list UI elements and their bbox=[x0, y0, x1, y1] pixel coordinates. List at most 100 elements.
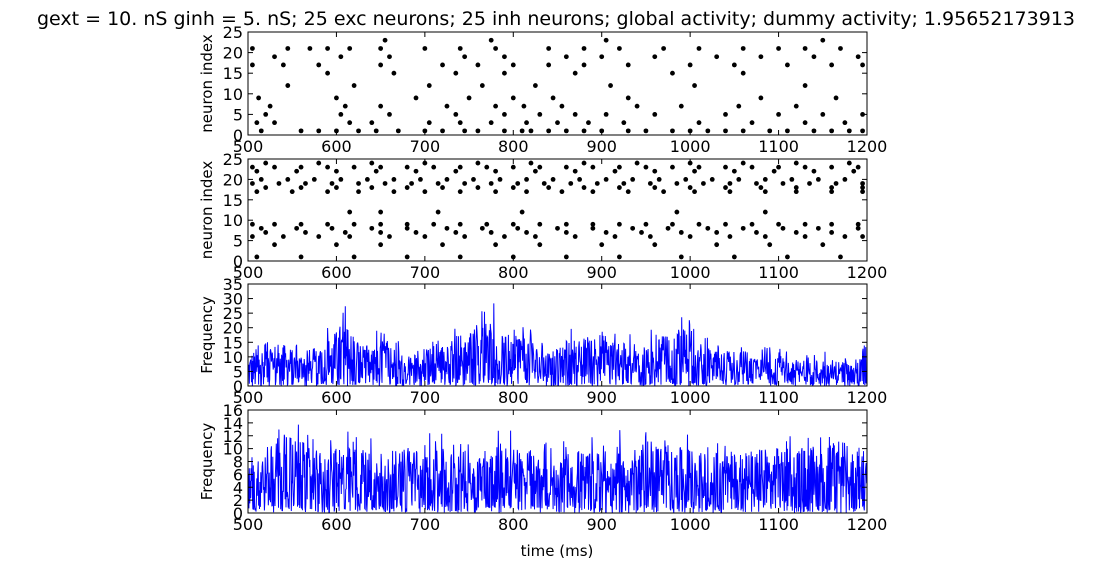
inhibitory-raster-spike-n6-14 bbox=[762, 234, 768, 239]
inhibitory-raster-ytick-label-4: 20 bbox=[223, 170, 243, 189]
inhibitory-raster-spike-n17-7 bbox=[493, 189, 498, 195]
global-activity-marks bbox=[248, 303, 867, 386]
dummy-activity-xtick-label-3: 800 bbox=[498, 515, 529, 534]
inhibitory-raster-spike-n18-1 bbox=[298, 185, 304, 190]
excitatory-raster-spike-n12-1 bbox=[351, 83, 357, 88]
inhibitory-raster-spike-n6-3 bbox=[347, 234, 353, 239]
inhibitory-raster-spike-n7-15 bbox=[829, 230, 835, 235]
excitatory-raster-spike-n1-13 bbox=[528, 128, 534, 134]
excitatory-raster-ytick-label-3: 15 bbox=[223, 64, 243, 83]
inhibitory-raster-spike-n9-22 bbox=[829, 221, 835, 227]
excitatory-raster-spike-n17-0 bbox=[250, 62, 255, 68]
inhibitory-raster-spike-n4-0 bbox=[272, 242, 277, 248]
excitatory-raster-spike-n1-26 bbox=[785, 128, 790, 134]
excitatory-raster-spike-n1-18 bbox=[625, 128, 631, 134]
inhibitory-raster-spike-n19-18 bbox=[727, 181, 733, 186]
excitatory-raster-spike-n21-13 bbox=[696, 46, 702, 51]
excitatory-raster-ytick-label-5: 25 bbox=[223, 23, 243, 42]
inhibitory-raster-spike-n1-1 bbox=[298, 254, 304, 260]
excitatory-raster-spike-n1-14 bbox=[546, 128, 552, 134]
excitatory-raster-spike-n17-2 bbox=[316, 62, 322, 68]
dummy-activity-ytick-label-3: 6 bbox=[233, 465, 243, 484]
dummy-activity-ytick-label-5: 10 bbox=[223, 440, 243, 459]
excitatory-raster-spike-n9-6 bbox=[625, 95, 631, 101]
inhibitory-raster-ytick-label-2: 10 bbox=[223, 211, 243, 230]
inhibitory-raster-spike-n23-2 bbox=[298, 164, 304, 170]
excitatory-raster-spike-n7-2 bbox=[378, 103, 384, 109]
inhibitory-raster-spike-n18-0 bbox=[263, 185, 269, 190]
inhibitory-raster-spike-n24-0 bbox=[263, 160, 269, 166]
inhibitory-raster-spike-n7-8 bbox=[563, 230, 569, 235]
inhibitory-raster-spike-n9-20 bbox=[776, 221, 781, 227]
inhibitory-raster-spike-n23-17 bbox=[696, 164, 702, 170]
inhibitory-raster-spike-n7-1 bbox=[303, 230, 308, 235]
inhibitory-raster-spike-n8-3 bbox=[369, 225, 375, 231]
inhibitory-raster-spike-n24-9 bbox=[740, 160, 746, 166]
inhibitory-raster-spike-n7-3 bbox=[378, 230, 384, 235]
inhibitory-raster-spike-n9-10 bbox=[510, 221, 516, 227]
excitatory-raster-spike-n1-28 bbox=[829, 128, 835, 134]
excitatory-raster-spike-n1-20 bbox=[670, 128, 675, 134]
excitatory-raster-spike-n5-0 bbox=[263, 112, 269, 117]
inhibitory-raster-spike-n20-6 bbox=[418, 177, 423, 182]
inhibitory-raster-spike-n23-20 bbox=[776, 164, 781, 170]
excitatory-raster-spike-n21-2 bbox=[307, 46, 313, 51]
inhibitory-raster-spike-n18-11 bbox=[652, 185, 658, 190]
global-activity-ytick-label-1: 5 bbox=[233, 362, 243, 381]
inhibitory-raster-spike-n9-16 bbox=[670, 221, 675, 227]
inhibitory-raster-spike-n18-7 bbox=[510, 185, 516, 190]
excitatory-raster-xtick-label-7: 1200 bbox=[847, 137, 888, 156]
inhibitory-raster-spike-n9-19 bbox=[749, 221, 755, 227]
inhibitory-raster-spike-n12-4 bbox=[674, 209, 680, 215]
inhibitory-raster-spike-n6-2 bbox=[316, 234, 322, 239]
inhibitory-raster-spike-n7-14 bbox=[793, 230, 799, 235]
inhibitory-raster-spike-n17-1 bbox=[289, 189, 295, 195]
inhibitory-raster-spike-n18-12 bbox=[687, 185, 693, 190]
inhibitory-raster-spike-n18-8 bbox=[546, 185, 552, 190]
inhibitory-raster-spike-n6-8 bbox=[532, 234, 538, 239]
inhibitory-raster-spike-n7-9 bbox=[603, 230, 609, 235]
excitatory-raster-spike-n1-22 bbox=[705, 128, 711, 134]
dummy-activity-xtick-label-1: 600 bbox=[321, 515, 352, 534]
inhibitory-raster-spike-n9-7 bbox=[431, 221, 437, 227]
inhibitory-raster-spike-n4-3 bbox=[440, 242, 445, 248]
excitatory-raster-spike-n19-9 bbox=[758, 54, 764, 60]
excitatory-raster-spike-n23-1 bbox=[488, 37, 494, 43]
excitatory-raster-spike-n9-7 bbox=[758, 95, 764, 101]
excitatory-raster-spike-n3-4 bbox=[426, 120, 432, 126]
inhibitory-raster-spike-n19-9 bbox=[488, 181, 494, 186]
figure-title: gext = 10. nS ginh = 5. nS; 25 exc neuro… bbox=[37, 8, 1075, 30]
inhibitory-raster-spike-n8-13 bbox=[740, 225, 746, 231]
excitatory-raster-spike-n19-0 bbox=[272, 54, 277, 60]
excitatory-raster-xtick-label-1: 600 bbox=[321, 137, 352, 156]
inhibitory-raster-spike-n1-8 bbox=[678, 254, 684, 260]
excitatory-raster-spike-n15-5 bbox=[670, 70, 675, 76]
excitatory-raster-spike-n5-2 bbox=[387, 112, 392, 117]
excitatory-raster-spike-n9-8 bbox=[833, 95, 839, 101]
excitatory-raster-spike-n1-9 bbox=[462, 128, 468, 134]
excitatory-raster-spike-n1-29 bbox=[846, 128, 852, 134]
inhibitory-raster-spike-n1-10 bbox=[785, 254, 790, 260]
inhibitory-raster-spike-n23-10 bbox=[510, 164, 516, 170]
inhibitory-raster-spike-n8-9 bbox=[590, 225, 596, 231]
dummy-activity-ytick-label-8: 16 bbox=[223, 401, 243, 420]
inhibitory-raster-spike-n19-0 bbox=[250, 181, 255, 186]
excitatory-raster-spike-n1-19 bbox=[643, 128, 649, 134]
inhibitory-raster-spike-n17-3 bbox=[356, 189, 361, 195]
inhibitory-raster-spike-n17-8 bbox=[524, 189, 529, 195]
excitatory-raster-spike-n12-3 bbox=[479, 83, 485, 88]
excitatory-raster-spike-n15-1 bbox=[391, 70, 397, 76]
excitatory-raster-spike-n19-5 bbox=[563, 54, 569, 60]
excitatory-raster-spike-n1-5 bbox=[373, 128, 379, 134]
excitatory-raster-spike-n5-5 bbox=[537, 112, 543, 117]
excitatory-raster-ytick-label-1: 5 bbox=[233, 105, 243, 124]
inhibitory-raster-spike-n6-17 bbox=[860, 234, 865, 239]
inhibitory-raster-spike-n8-11 bbox=[665, 225, 671, 231]
excitatory-raster-spike-n7-1 bbox=[342, 103, 348, 109]
inhibitory-raster-spike-n23-7 bbox=[431, 164, 437, 170]
inhibitory-raster-spike-n6-12 bbox=[687, 234, 693, 239]
excitatory-raster-spike-n19-4 bbox=[502, 54, 507, 60]
inhibitory-raster-spike-n9-3 bbox=[325, 221, 330, 227]
inhibitory-raster-spike-n1-7 bbox=[617, 254, 622, 260]
